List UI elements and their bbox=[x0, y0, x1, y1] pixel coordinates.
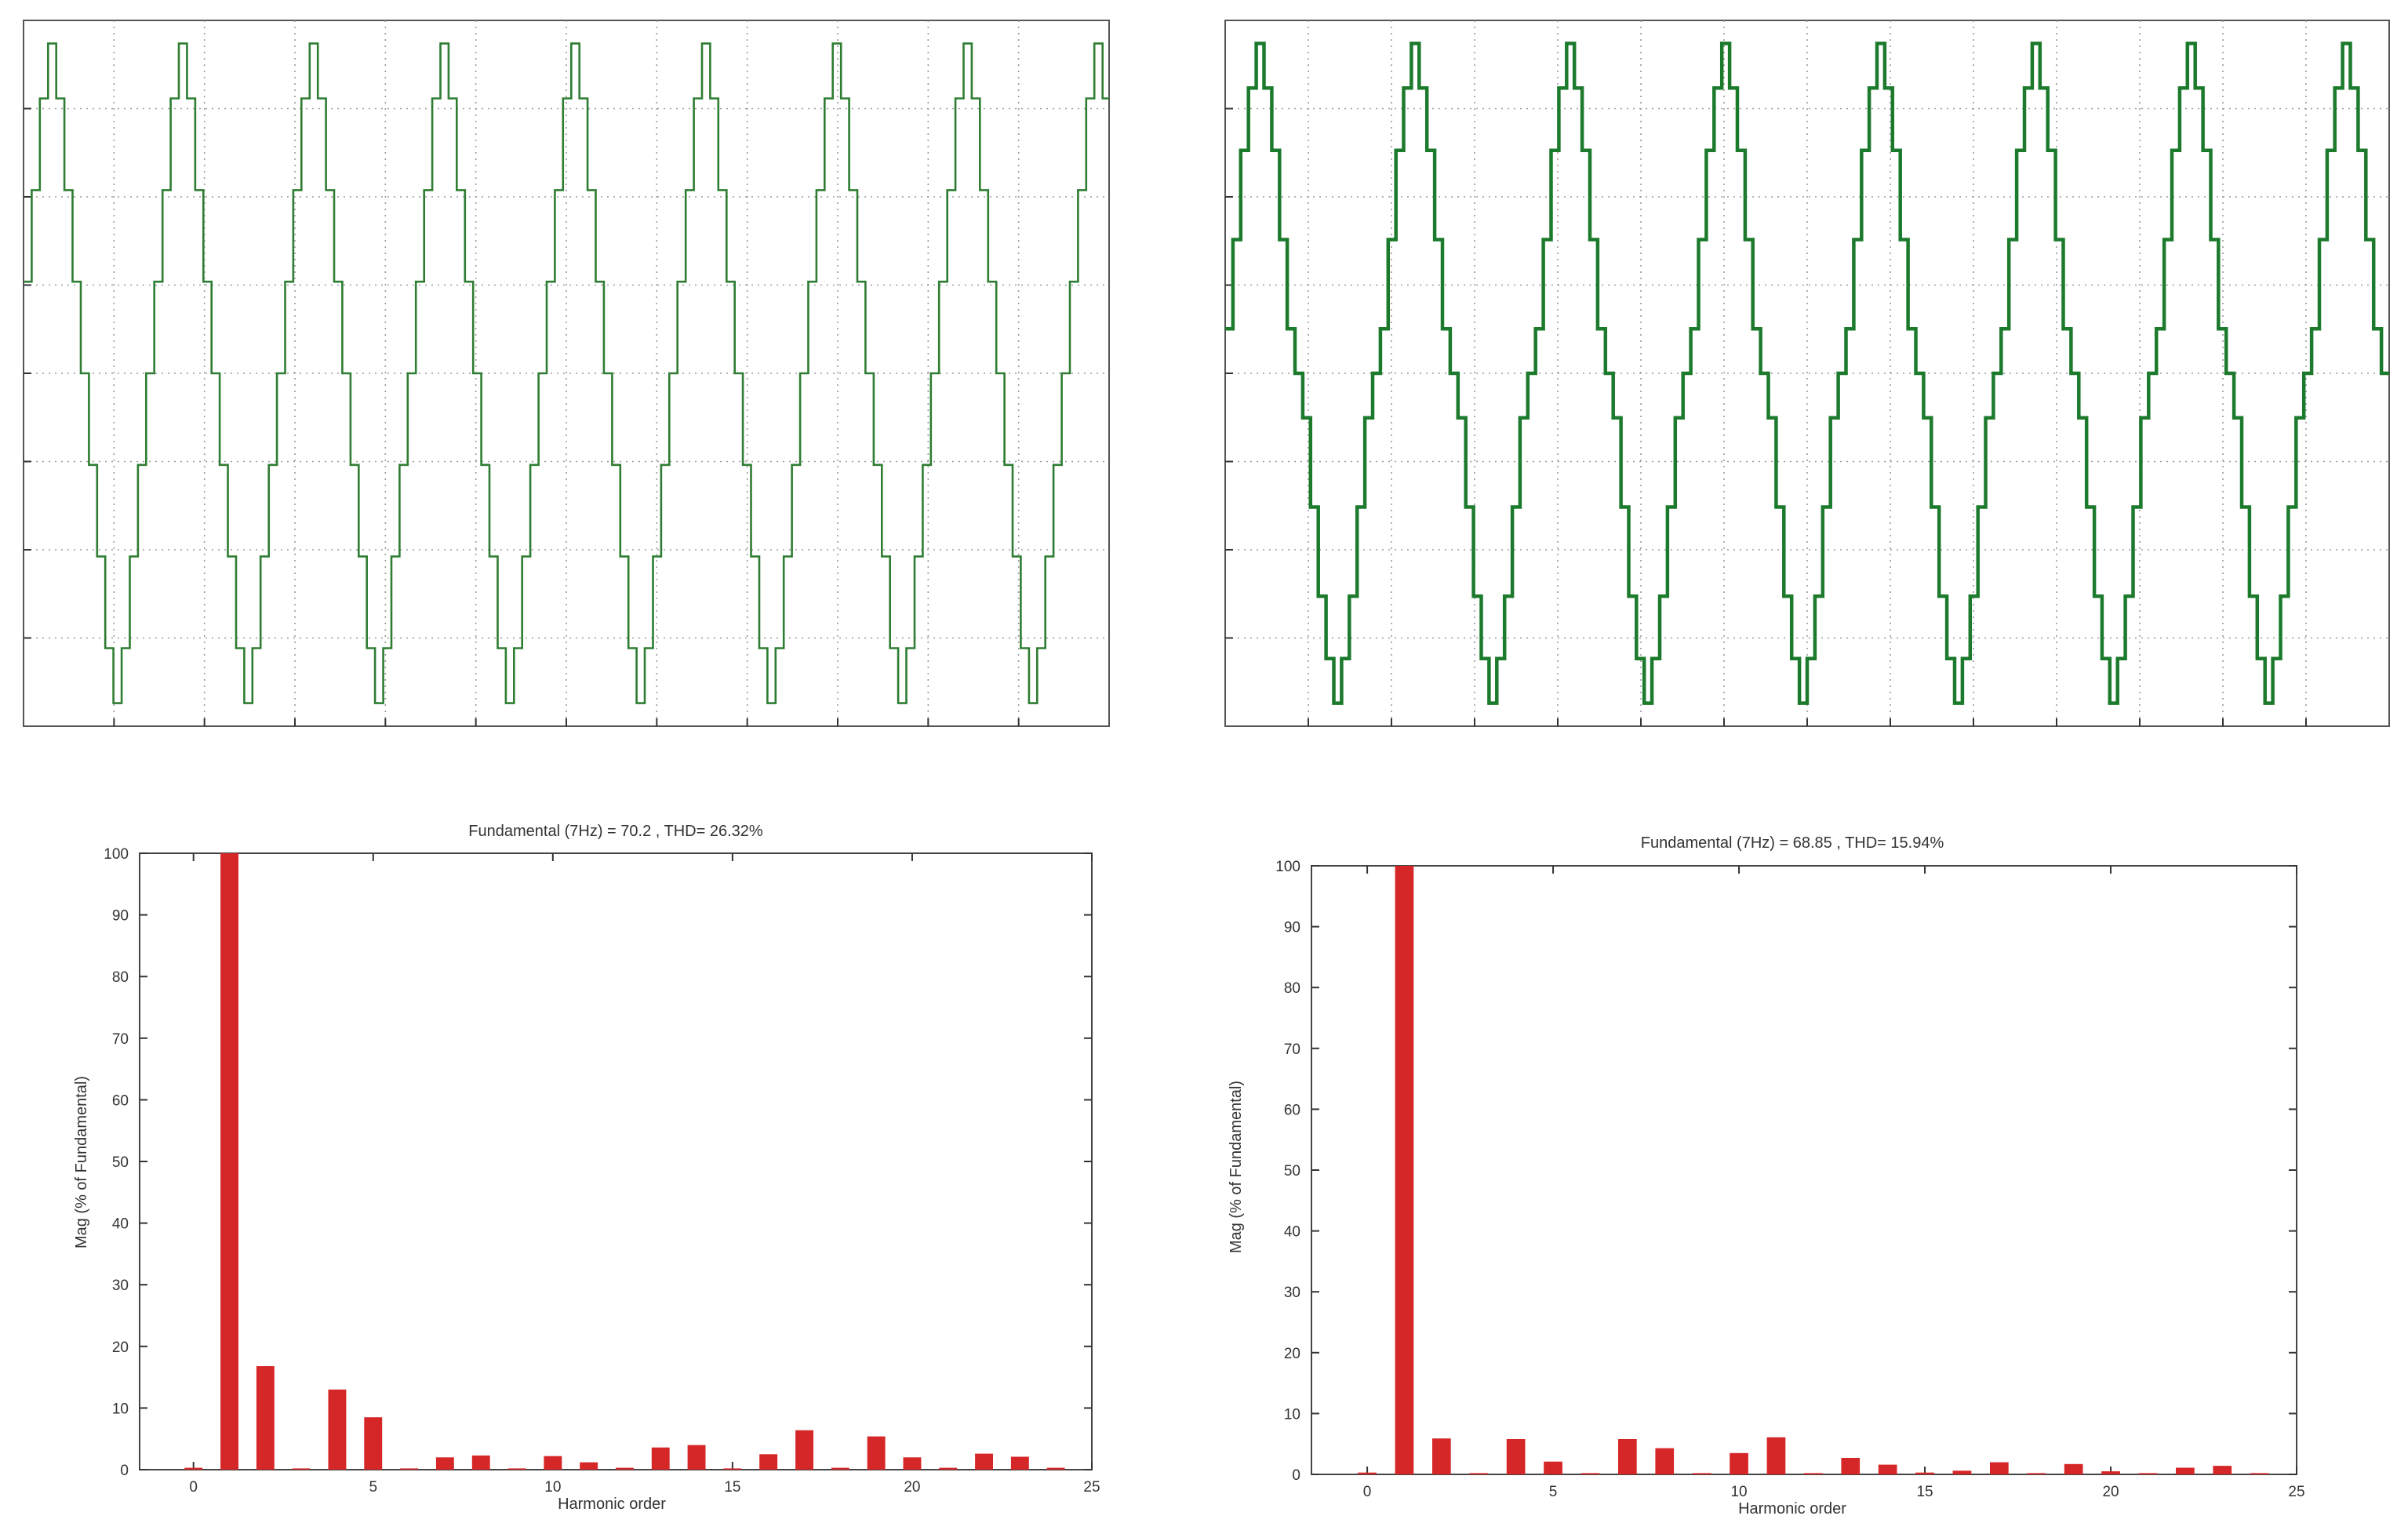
y-tick-label: 70 bbox=[112, 1031, 129, 1048]
harmonic-bar bbox=[544, 1456, 562, 1470]
harmonic-bar bbox=[616, 1467, 634, 1470]
chart-title: Fundamental (7Hz) = 68.85 , THD= 15.94% bbox=[1641, 834, 1944, 852]
harmonic-spectrum-left-chart: 0 10 20 30 40 50 60 70 80 90 100 0 5 10 15 20 25 Fundamen… bbox=[73, 823, 1100, 1513]
harmonic-bar bbox=[1841, 1458, 1861, 1474]
y-tick-label: 30 bbox=[1284, 1285, 1300, 1301]
harmonic-bar bbox=[364, 1417, 383, 1470]
x-tick-label: 15 bbox=[724, 1479, 740, 1496]
harmonic-bar bbox=[184, 1467, 203, 1470]
harmonic-bar bbox=[651, 1447, 670, 1470]
waveform-series-line bbox=[24, 42, 1109, 704]
y-tick-label: 20 bbox=[112, 1339, 129, 1356]
harmonic-bar bbox=[2213, 1466, 2232, 1474]
harmonic-bar bbox=[1655, 1448, 1675, 1474]
plot-frame bbox=[1311, 865, 2297, 1475]
harmonic-bar bbox=[903, 1457, 922, 1470]
harmonic-bar bbox=[1990, 1462, 2009, 1474]
harmonic-bar bbox=[1915, 1472, 1934, 1474]
harmonic-bar bbox=[2064, 1463, 2083, 1474]
waveform-left-plot bbox=[23, 20, 1110, 727]
harmonic-bar bbox=[723, 1468, 742, 1470]
harmonic-bar bbox=[1692, 1473, 1711, 1474]
y-tick-label: 0 bbox=[120, 1463, 129, 1479]
x-tick-label: 5 bbox=[369, 1479, 377, 1496]
harmonic-bar bbox=[1804, 1473, 1823, 1474]
x-tick-label: 25 bbox=[1083, 1479, 1100, 1496]
y-tick-label: 80 bbox=[1284, 980, 1300, 997]
x-axis-label: Harmonic order bbox=[558, 1496, 666, 1513]
x-tick-label: 10 bbox=[1730, 1484, 1747, 1500]
x-tick-label: 20 bbox=[904, 1479, 920, 1496]
harmonic-bar bbox=[256, 1366, 275, 1470]
y-tick-label: 10 bbox=[1284, 1406, 1300, 1423]
y-tick-label: 90 bbox=[1284, 920, 1300, 936]
harmonic-bar bbox=[1358, 1472, 1377, 1474]
y-tick-label: 40 bbox=[1284, 1224, 1300, 1241]
harmonic-bar bbox=[795, 1430, 813, 1470]
y-tick-label: 90 bbox=[112, 908, 129, 925]
harmonic-bar bbox=[435, 1457, 454, 1470]
harmonic-bar bbox=[1952, 1470, 1972, 1474]
x-axis-label: Harmonic order bbox=[1738, 1500, 1846, 1518]
y-axis-label: Mag (% of Fundamental) bbox=[73, 1076, 90, 1249]
y-tick-label: 10 bbox=[112, 1401, 129, 1417]
harmonic-bar bbox=[400, 1468, 418, 1470]
x-tick-label: 0 bbox=[1363, 1484, 1372, 1500]
harmonic-bar bbox=[1878, 1464, 1897, 1474]
harmonic-bar bbox=[292, 1468, 311, 1470]
harmonic-bar bbox=[687, 1445, 706, 1470]
harmonic-bar bbox=[2101, 1471, 2120, 1474]
harmonic-bar bbox=[939, 1467, 958, 1470]
x-tick-label: 25 bbox=[2288, 1484, 2304, 1500]
y-tick-label: 70 bbox=[1284, 1041, 1300, 1058]
y-tick-label: 0 bbox=[1292, 1467, 1300, 1484]
x-tick-label: 20 bbox=[2102, 1484, 2119, 1500]
waveform-series-line bbox=[1225, 42, 2389, 705]
harmonic-bar bbox=[1506, 1439, 1526, 1474]
x-tick-label: 5 bbox=[1549, 1484, 1558, 1500]
harmonic-bar bbox=[1046, 1467, 1065, 1470]
harmonic-bar bbox=[220, 853, 238, 1470]
x-tick-label: 15 bbox=[1916, 1484, 1933, 1500]
y-tick-label: 100 bbox=[1275, 859, 1300, 875]
y-tick-label: 50 bbox=[1284, 1163, 1300, 1180]
y-tick-label: 30 bbox=[112, 1278, 129, 1294]
harmonic-bar bbox=[1580, 1473, 1600, 1474]
harmonic-bar bbox=[975, 1453, 993, 1470]
harmonic-bar bbox=[2138, 1473, 2158, 1474]
waveform-right-plot bbox=[1224, 20, 2390, 727]
harmonic-bar bbox=[1544, 1461, 1562, 1474]
harmonic-bar bbox=[328, 1389, 347, 1470]
harmonic-bar bbox=[1730, 1452, 1748, 1474]
harmonic-bar bbox=[507, 1468, 526, 1470]
harmonic-bar bbox=[1766, 1437, 1786, 1474]
y-tick-label: 80 bbox=[112, 969, 129, 986]
harmonic-bar bbox=[1010, 1456, 1029, 1470]
harmonic-bar bbox=[471, 1455, 490, 1470]
harmonic-bar bbox=[2250, 1473, 2269, 1474]
harmonic-bar bbox=[2176, 1467, 2195, 1474]
x-tick-label: 0 bbox=[189, 1479, 198, 1496]
harmonic-bar bbox=[1618, 1439, 1637, 1474]
chart-title: Fundamental (7Hz) = 70.2 , THD= 26.32% bbox=[468, 823, 763, 840]
plot-frame bbox=[139, 852, 1093, 1470]
x-tick-label: 10 bbox=[544, 1479, 561, 1496]
harmonic-bar bbox=[1469, 1473, 1489, 1474]
harmonic-bar bbox=[759, 1454, 778, 1470]
y-tick-label: 20 bbox=[1284, 1346, 1300, 1362]
harmonic-bar bbox=[867, 1436, 886, 1470]
harmonic-bar bbox=[831, 1467, 849, 1470]
y-tick-label: 50 bbox=[112, 1154, 129, 1171]
y-tick-label: 60 bbox=[112, 1092, 129, 1109]
y-tick-label: 40 bbox=[112, 1216, 129, 1233]
y-tick-label: 60 bbox=[1284, 1102, 1300, 1118]
y-axis-label: Mag (% of Fundamental) bbox=[1228, 1081, 1245, 1253]
harmonic-bar bbox=[2027, 1473, 2046, 1474]
harmonic-bar bbox=[1395, 866, 1414, 1474]
harmonic-bar bbox=[1432, 1438, 1451, 1474]
harmonic-bar bbox=[580, 1462, 598, 1470]
harmonic-spectrum-right-chart: 0 10 20 30 40 50 60 70 80 90 100 0 5 10 15 20 25 Fundamen… bbox=[1228, 834, 2305, 1518]
y-tick-label: 100 bbox=[104, 846, 129, 863]
